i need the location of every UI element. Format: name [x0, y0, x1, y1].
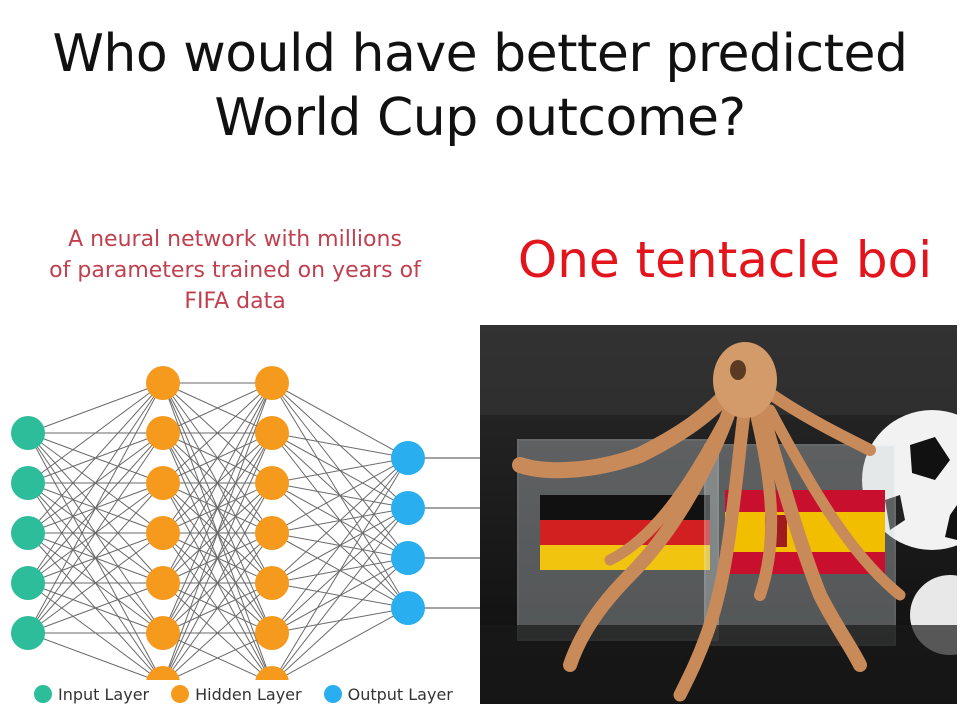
output-node	[391, 441, 425, 475]
hidden-node	[255, 566, 289, 600]
hidden-node	[255, 666, 289, 680]
hidden-node	[146, 366, 180, 400]
network-edge	[162, 382, 273, 434]
network-edge	[27, 532, 164, 634]
network-edge	[271, 457, 409, 584]
input-node	[11, 566, 45, 600]
hidden-node	[255, 366, 289, 400]
network-nodes	[11, 366, 425, 680]
network-edge	[271, 457, 409, 484]
output-node	[391, 591, 425, 625]
output-node	[391, 491, 425, 525]
neural-network-diagram	[11, 366, 480, 680]
input-node	[11, 466, 45, 500]
legend-label: Input Layer	[58, 684, 150, 704]
network-edge	[271, 382, 409, 459]
hidden-node	[146, 616, 180, 650]
input-node	[11, 416, 45, 450]
network-edge	[165, 582, 273, 680]
network-edge	[274, 557, 409, 680]
octopus-label: One tentacle boi	[517, 231, 933, 289]
octopus-illustration	[480, 325, 957, 704]
tank-floor	[480, 625, 957, 704]
octopus-icon	[512, 377, 906, 702]
network-edge	[27, 432, 164, 634]
legend-label: Output Layer	[347, 684, 453, 704]
network-edge	[27, 582, 160, 680]
network-edge	[27, 382, 164, 484]
network-edge	[168, 632, 273, 680]
germany-flag-red	[540, 520, 710, 545]
hidden-node	[255, 466, 289, 500]
spain-flag-red	[725, 490, 885, 512]
network-edge	[27, 632, 157, 680]
hidden-node	[255, 416, 289, 450]
legend-swatch	[171, 685, 190, 703]
network-edge	[162, 382, 273, 484]
legend-label: Hidden Layer	[195, 684, 302, 704]
network-edge	[162, 382, 273, 584]
network-edge	[27, 582, 164, 634]
network-edge	[162, 382, 273, 634]
network-legend: Input Layer Hidden Layer Output Layer	[34, 682, 475, 706]
network-edge	[162, 382, 273, 534]
network-edge	[27, 382, 164, 534]
hidden-node	[146, 516, 180, 550]
network-edge	[164, 532, 273, 680]
legend-swatch	[34, 685, 52, 703]
title-line-2: World Cup outcome?	[214, 88, 746, 148]
page-title: Who would have better predicted World Cu…	[0, 22, 960, 150]
caption-line: of parameters trained on years of	[49, 258, 421, 283]
octopus-photo	[480, 325, 957, 704]
output-node	[391, 541, 425, 575]
network-edge	[273, 507, 409, 680]
legend-item-input: Input Layer	[34, 685, 149, 704]
caption-line: A neural network with millions	[68, 227, 402, 252]
title-line-1: Who would have better predicted	[52, 24, 908, 84]
network-edge	[27, 482, 164, 634]
legend-item-hidden: Hidden Layer	[171, 684, 302, 704]
hidden-node	[255, 516, 289, 550]
network-edge	[27, 482, 162, 680]
network-edge	[164, 482, 273, 680]
network-edge	[27, 382, 164, 434]
network-edge	[273, 457, 409, 680]
network-edge	[163, 382, 273, 680]
caption-line: FIFA data	[184, 289, 286, 314]
octopus-eye	[730, 360, 746, 380]
neural-network-caption: A neural network with millions of parame…	[20, 224, 450, 317]
soccer-ball-icon	[862, 410, 957, 550]
input-node	[11, 616, 45, 650]
network-edge	[27, 432, 162, 680]
input-node	[11, 516, 45, 550]
octopus-head	[713, 342, 777, 418]
network-edge	[27, 382, 164, 634]
legend-swatch	[323, 685, 342, 703]
hidden-node	[255, 616, 289, 650]
network-edge	[27, 382, 164, 584]
network-edge	[271, 432, 409, 459]
hidden-node	[146, 416, 180, 450]
network-edge	[163, 432, 273, 680]
hidden-node	[146, 466, 180, 500]
hidden-node	[146, 666, 180, 680]
network-edge	[271, 457, 409, 534]
network-edge	[276, 607, 409, 680]
network-edge	[271, 457, 409, 634]
legend-item-output: Output Layer	[323, 684, 453, 704]
hidden-node	[146, 566, 180, 600]
network-edges	[27, 382, 480, 680]
